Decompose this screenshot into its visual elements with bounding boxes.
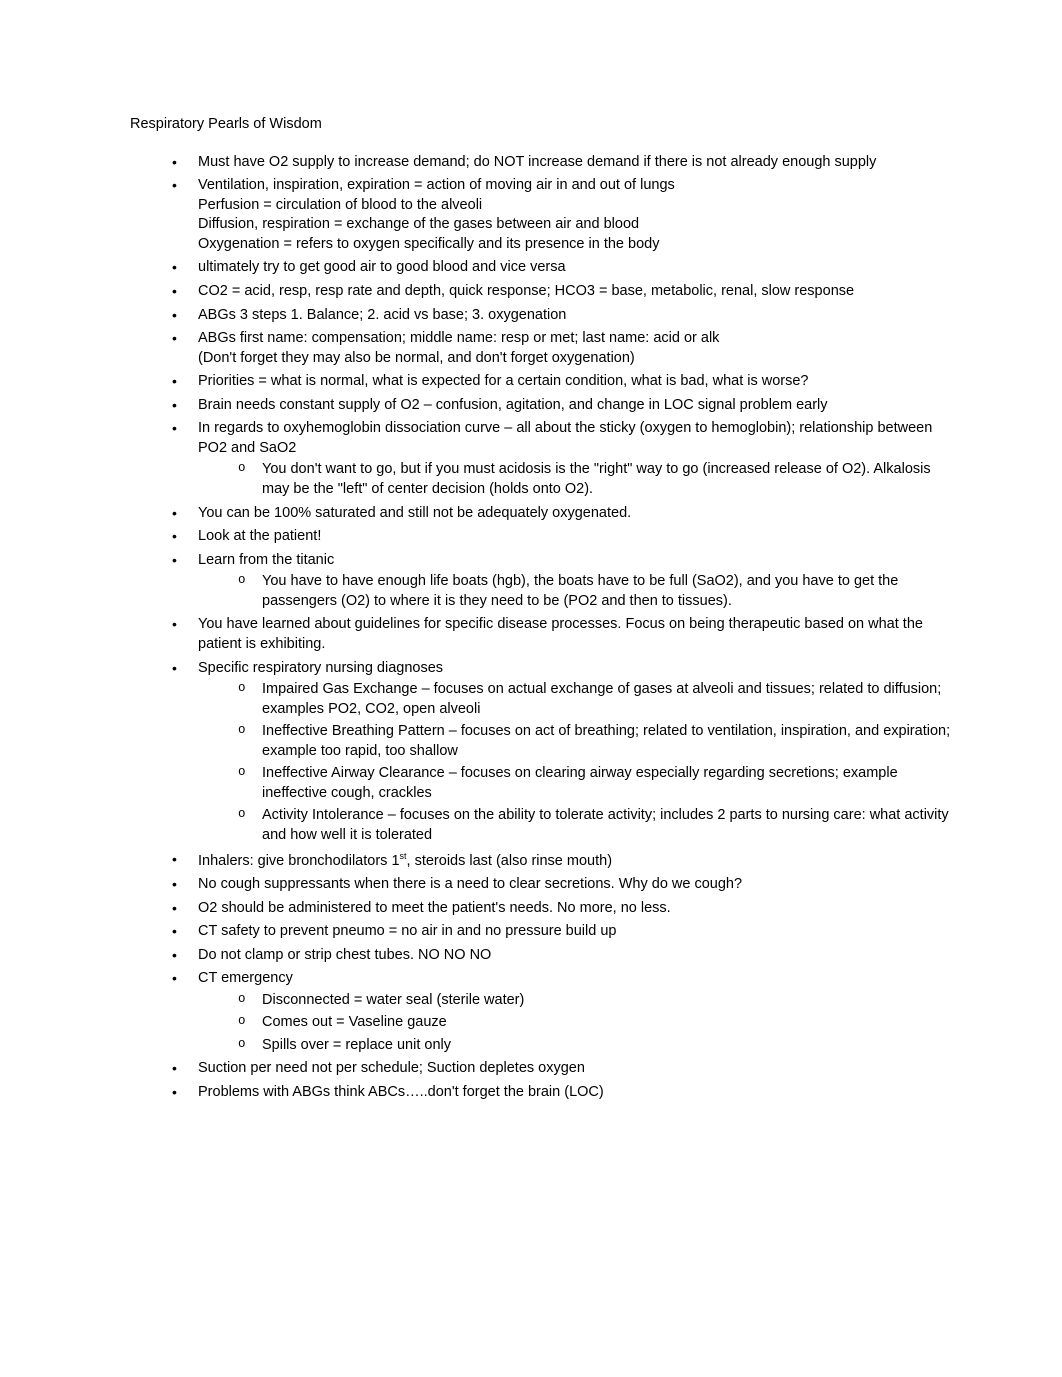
list-item-text: Inhalers: give bronchodilators 1st, ster…: [198, 850, 952, 871]
list-item-text: Diffusion, respiration = exchange of the…: [198, 215, 952, 235]
list-item-text: Perfusion = circulation of blood to the …: [198, 196, 952, 216]
list-item-text: Suction per need not per schedule; Sucti…: [198, 1059, 952, 1079]
bullet-list: Must have O2 supply to increase demand; …: [130, 153, 952, 1103]
list-item: CO2 = acid, resp, resp rate and depth, q…: [168, 282, 952, 302]
list-item: Look at the patient!: [168, 527, 952, 547]
list-item: Priorities = what is normal, what is exp…: [168, 372, 952, 392]
list-item: CT emergencyDisconnected = water seal (s…: [168, 969, 952, 1055]
list-item: Must have O2 supply to increase demand; …: [168, 153, 952, 173]
list-item-text: In regards to oxyhemoglobin dissociation…: [198, 419, 952, 458]
list-item-text: ABGs 3 steps 1. Balance; 2. acid vs base…: [198, 306, 952, 326]
list-item: ABGs 3 steps 1. Balance; 2. acid vs base…: [168, 306, 952, 326]
list-item: Suction per need not per schedule; Sucti…: [168, 1059, 952, 1079]
list-item-text: CO2 = acid, resp, resp rate and depth, q…: [198, 282, 952, 302]
list-item-text: Must have O2 supply to increase demand; …: [198, 153, 952, 173]
sub-list: You don't want to go, but if you must ac…: [198, 460, 952, 499]
list-item-text: CT emergency: [198, 969, 952, 989]
list-item-text: (Don't forget they may also be normal, a…: [198, 349, 952, 369]
sub-list-item: You don't want to go, but if you must ac…: [236, 460, 952, 499]
sub-list-item: Activity Intolerance – focuses on the ab…: [236, 806, 952, 845]
list-item-text: Learn from the titanic: [198, 551, 952, 571]
list-item-text: Brain needs constant supply of O2 – conf…: [198, 396, 952, 416]
sub-list: You have to have enough life boats (hgb)…: [198, 572, 952, 611]
sub-list-item: Disconnected = water seal (sterile water…: [236, 991, 952, 1011]
list-item: Inhalers: give bronchodilators 1st, ster…: [168, 850, 952, 871]
list-item: O2 should be administered to meet the pa…: [168, 899, 952, 919]
list-item-text: Look at the patient!: [198, 527, 952, 547]
list-item: Do not clamp or strip chest tubes. NO NO…: [168, 946, 952, 966]
list-item: You have learned about guidelines for sp…: [168, 615, 952, 654]
sub-list-item: Comes out = Vaseline gauze: [236, 1013, 952, 1033]
document-title: Respiratory Pearls of Wisdom: [130, 115, 952, 135]
list-item-text: ABGs first name: compensation; middle na…: [198, 329, 952, 349]
sub-list-item: You have to have enough life boats (hgb)…: [236, 572, 952, 611]
sub-list-item: Spills over = replace unit only: [236, 1036, 952, 1056]
sub-list: Impaired Gas Exchange – focuses on actua…: [198, 680, 952, 846]
list-item-text: ultimately try to get good air to good b…: [198, 258, 952, 278]
list-item-text: Priorities = what is normal, what is exp…: [198, 372, 952, 392]
list-item-text: O2 should be administered to meet the pa…: [198, 899, 952, 919]
list-item: Brain needs constant supply of O2 – conf…: [168, 396, 952, 416]
list-item-text: You have learned about guidelines for sp…: [198, 615, 952, 654]
list-item: Ventilation, inspiration, expiration = a…: [168, 176, 952, 254]
list-item: Specific respiratory nursing diagnosesIm…: [168, 659, 952, 846]
list-item: In regards to oxyhemoglobin dissociation…: [168, 419, 952, 499]
sub-list: Disconnected = water seal (sterile water…: [198, 991, 952, 1056]
sub-list-item: Impaired Gas Exchange – focuses on actua…: [236, 680, 952, 719]
list-item-text: You can be 100% saturated and still not …: [198, 504, 952, 524]
sub-list-item: Ineffective Airway Clearance – focuses o…: [236, 764, 952, 803]
list-item-text: No cough suppressants when there is a ne…: [198, 875, 952, 895]
list-item-text: CT safety to prevent pneumo = no air in …: [198, 922, 952, 942]
list-item: Learn from the titanicYou have to have e…: [168, 551, 952, 612]
list-item-text: Problems with ABGs think ABCs…..don't fo…: [198, 1083, 952, 1103]
list-item: CT safety to prevent pneumo = no air in …: [168, 922, 952, 942]
sub-list-item: Ineffective Breathing Pattern – focuses …: [236, 722, 952, 761]
list-item-text: Do not clamp or strip chest tubes. NO NO…: [198, 946, 952, 966]
list-item-text: Ventilation, inspiration, expiration = a…: [198, 176, 952, 196]
list-item: ultimately try to get good air to good b…: [168, 258, 952, 278]
list-item-text: Oxygenation = refers to oxygen specifica…: [198, 235, 952, 255]
list-item: You can be 100% saturated and still not …: [168, 504, 952, 524]
list-item: ABGs first name: compensation; middle na…: [168, 329, 952, 368]
list-item: Problems with ABGs think ABCs…..don't fo…: [168, 1083, 952, 1103]
list-item-text: Specific respiratory nursing diagnoses: [198, 659, 952, 679]
list-item: No cough suppressants when there is a ne…: [168, 875, 952, 895]
